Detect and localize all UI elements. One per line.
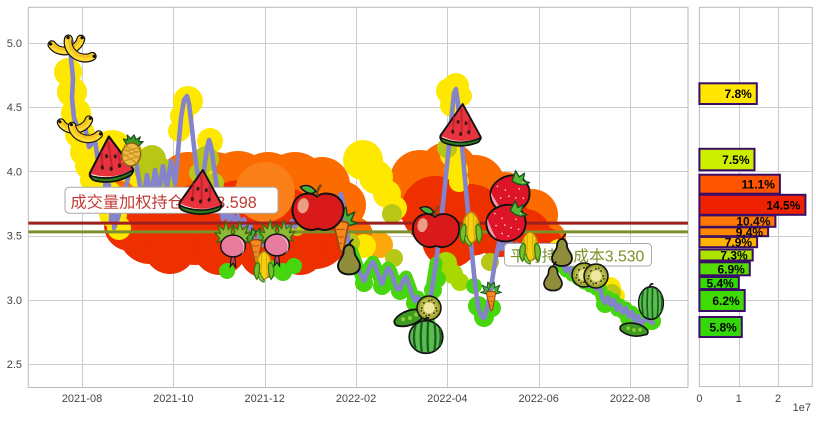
- svg-text:3.5: 3.5: [7, 231, 22, 243]
- svg-text:6.2%: 6.2%: [712, 294, 740, 308]
- svg-text:3.530: 3.530: [605, 249, 645, 266]
- svg-text:1e7: 1e7: [793, 402, 811, 414]
- svg-text:2022-06: 2022-06: [519, 393, 559, 405]
- svg-text:10.4%: 10.4%: [736, 215, 770, 229]
- svg-text:0: 0: [696, 393, 702, 405]
- svg-text:9.4%: 9.4%: [736, 225, 764, 239]
- svg-text:2022-08: 2022-08: [610, 393, 650, 405]
- svg-text:4.5: 4.5: [7, 102, 22, 114]
- svg-text:6.9%: 6.9%: [717, 262, 745, 276]
- svg-text:11.1%: 11.1%: [742, 178, 776, 192]
- svg-text:5.0: 5.0: [7, 38, 22, 50]
- svg-text:2022-04: 2022-04: [427, 393, 467, 405]
- svg-text:1: 1: [736, 393, 742, 405]
- svg-text:7.3%: 7.3%: [720, 249, 748, 263]
- svg-text:3.598: 3.598: [216, 194, 257, 212]
- svg-text:2: 2: [775, 393, 781, 405]
- svg-text:7.9%: 7.9%: [725, 236, 753, 250]
- svg-text:2021-10: 2021-10: [153, 393, 193, 405]
- svg-text:7.8%: 7.8%: [724, 87, 752, 101]
- svg-text:4.0: 4.0: [7, 166, 22, 178]
- svg-text:2022-02: 2022-02: [336, 393, 376, 405]
- svg-text:3.0: 3.0: [7, 295, 22, 307]
- svg-text:5.8%: 5.8%: [709, 321, 737, 335]
- svg-text:2021-12: 2021-12: [245, 393, 285, 405]
- svg-text:14.5%: 14.5%: [766, 198, 800, 212]
- svg-text:2021-08: 2021-08: [62, 393, 102, 405]
- svg-text:5.4%: 5.4%: [706, 277, 734, 291]
- svg-text:7.5%: 7.5%: [722, 153, 750, 167]
- svg-text:2.5: 2.5: [7, 359, 22, 371]
